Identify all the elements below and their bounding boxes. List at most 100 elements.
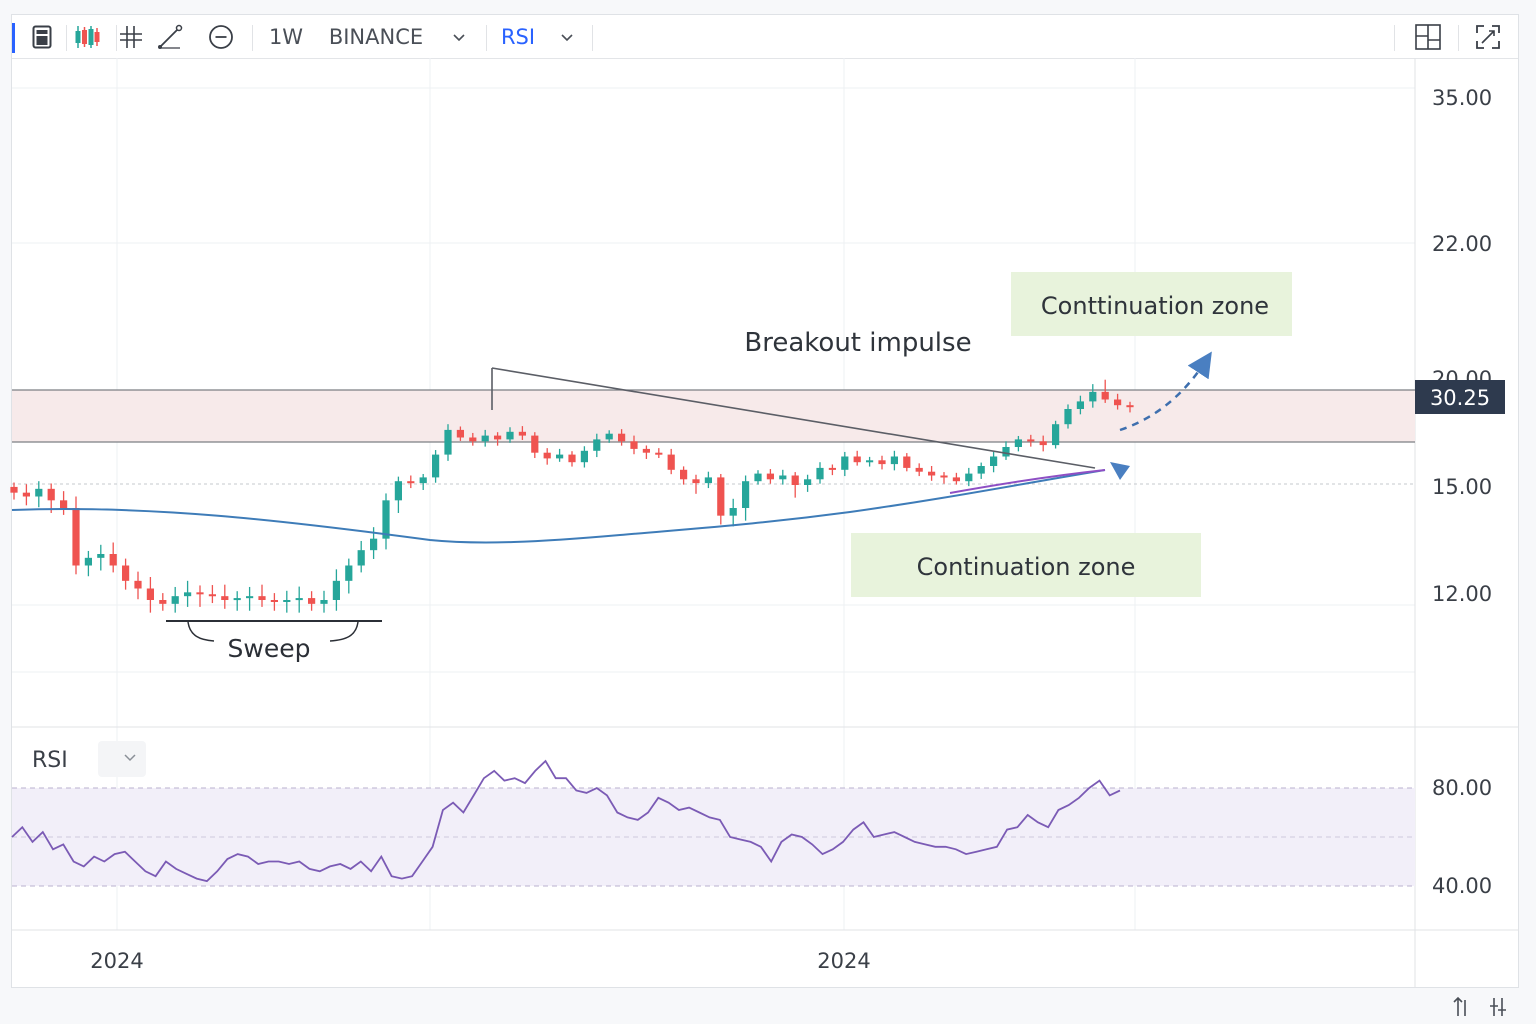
candle-body (432, 454, 440, 478)
candle-body (419, 477, 427, 484)
candle-body (531, 435, 539, 453)
candle-body (618, 433, 626, 442)
resistance-zone (12, 390, 1415, 442)
candle-body (642, 448, 650, 453)
continuation-zone-lower-label: Continuation zone (917, 553, 1136, 581)
sweep-label: Sweep (228, 634, 311, 663)
candle-body (146, 588, 154, 600)
candle-body (779, 475, 787, 480)
draw-line-icon[interactable] (156, 19, 184, 55)
candle-body (407, 481, 415, 484)
chevron-down-icon[interactable] (558, 19, 576, 55)
candle-body (72, 508, 80, 566)
continuation-zone-upper-label: Conttinuation zone (1041, 292, 1269, 320)
toolbar-accent (12, 23, 15, 53)
candle-body (804, 479, 812, 485)
candle-body (1002, 447, 1010, 457)
minus-circle-icon[interactable] (206, 19, 236, 55)
candle-body (233, 598, 241, 601)
candle-body (866, 460, 874, 463)
candle-body (742, 481, 750, 508)
candles-icon[interactable] (72, 19, 102, 55)
last-price-badge (1415, 380, 1505, 414)
chevron-down-icon[interactable] (450, 19, 468, 55)
candle-body (903, 456, 911, 468)
candle-body (754, 473, 762, 482)
candle-body (196, 592, 204, 595)
candle-body (370, 538, 378, 551)
candle-body (878, 460, 886, 465)
candle-body (928, 471, 936, 476)
candle-body (1101, 391, 1109, 400)
interval-button[interactable]: 1W (268, 25, 304, 49)
toolbar-divider (252, 25, 253, 51)
candle-body (766, 473, 774, 480)
candle-body (791, 475, 799, 485)
candle-body (704, 477, 712, 484)
toolbar-divider (116, 25, 117, 51)
candle-body (630, 441, 638, 449)
rsi-line (11, 759, 1121, 883)
moving-average-line (11, 469, 1106, 544)
candle-body (394, 481, 402, 501)
trendline-arrow-icon (1110, 462, 1130, 480)
time-axis: 2024 2024 (90, 949, 870, 973)
candle-body (109, 554, 117, 566)
crosshair-icon[interactable] (118, 19, 144, 55)
adjust-icon[interactable] (1490, 998, 1506, 1016)
candle-body (952, 477, 960, 482)
candle-body (332, 580, 340, 600)
toolbar: 1W BINANCE RSI (12, 15, 1518, 59)
toolbar-divider (1458, 25, 1459, 51)
rsi-band (12, 788, 1415, 886)
rsi-settings-button[interactable] (98, 741, 146, 777)
last-price-label: 30.25 (1430, 386, 1490, 410)
price-tick: 12.00 (1432, 582, 1492, 606)
candle-body (965, 473, 973, 482)
candle-body (122, 565, 130, 581)
candle-body (1052, 424, 1060, 446)
candle-body (60, 500, 68, 508)
descending-trendline (491, 367, 1096, 469)
candle-body (22, 492, 30, 497)
candle-body (828, 467, 836, 470)
candle-body (494, 435, 502, 440)
candle-body (977, 466, 985, 474)
chevron-down-icon (124, 754, 136, 762)
candle-body (655, 452, 663, 455)
candle-body (990, 456, 998, 466)
time-tick: 2024 (90, 949, 143, 973)
candle-body (1089, 391, 1097, 402)
grid (12, 58, 1415, 930)
fullscreen-icon[interactable] (1472, 19, 1504, 55)
toolbar-divider (592, 25, 593, 51)
bottom-controls (1453, 996, 1506, 1016)
sort-arrows-icon[interactable] (1453, 996, 1466, 1016)
projection-arrow (1119, 351, 1212, 432)
ma-projection-segment (949, 469, 1106, 494)
candle-body (481, 435, 489, 442)
indicator-select[interactable]: RSI (500, 25, 536, 49)
sweep-bracket-right (329, 621, 359, 642)
candle-body (10, 486, 18, 493)
candle-body (518, 431, 526, 436)
candle-body (568, 454, 576, 463)
price-axis: 35.00 22.00 20.00 15.00 12.00 (1432, 86, 1492, 606)
candle-body (1027, 439, 1035, 442)
candle-body (1114, 399, 1122, 406)
calculator-icon[interactable] (28, 19, 56, 55)
candle-body (258, 596, 266, 600)
breakout-impulse-label: Breakout impulse (744, 328, 971, 358)
rsi-tick: 40.00 (1432, 874, 1492, 898)
candle-body (345, 565, 353, 581)
exchange-select[interactable]: BINANCE (328, 25, 424, 49)
candles (10, 379, 1134, 613)
sweep-bracket-left (187, 621, 215, 642)
candle-body (680, 469, 688, 480)
candle-body (308, 598, 316, 604)
layout-icon[interactable] (1412, 19, 1444, 55)
candle-body (221, 596, 229, 600)
candle-body (35, 488, 43, 497)
candle-body (1076, 401, 1084, 409)
